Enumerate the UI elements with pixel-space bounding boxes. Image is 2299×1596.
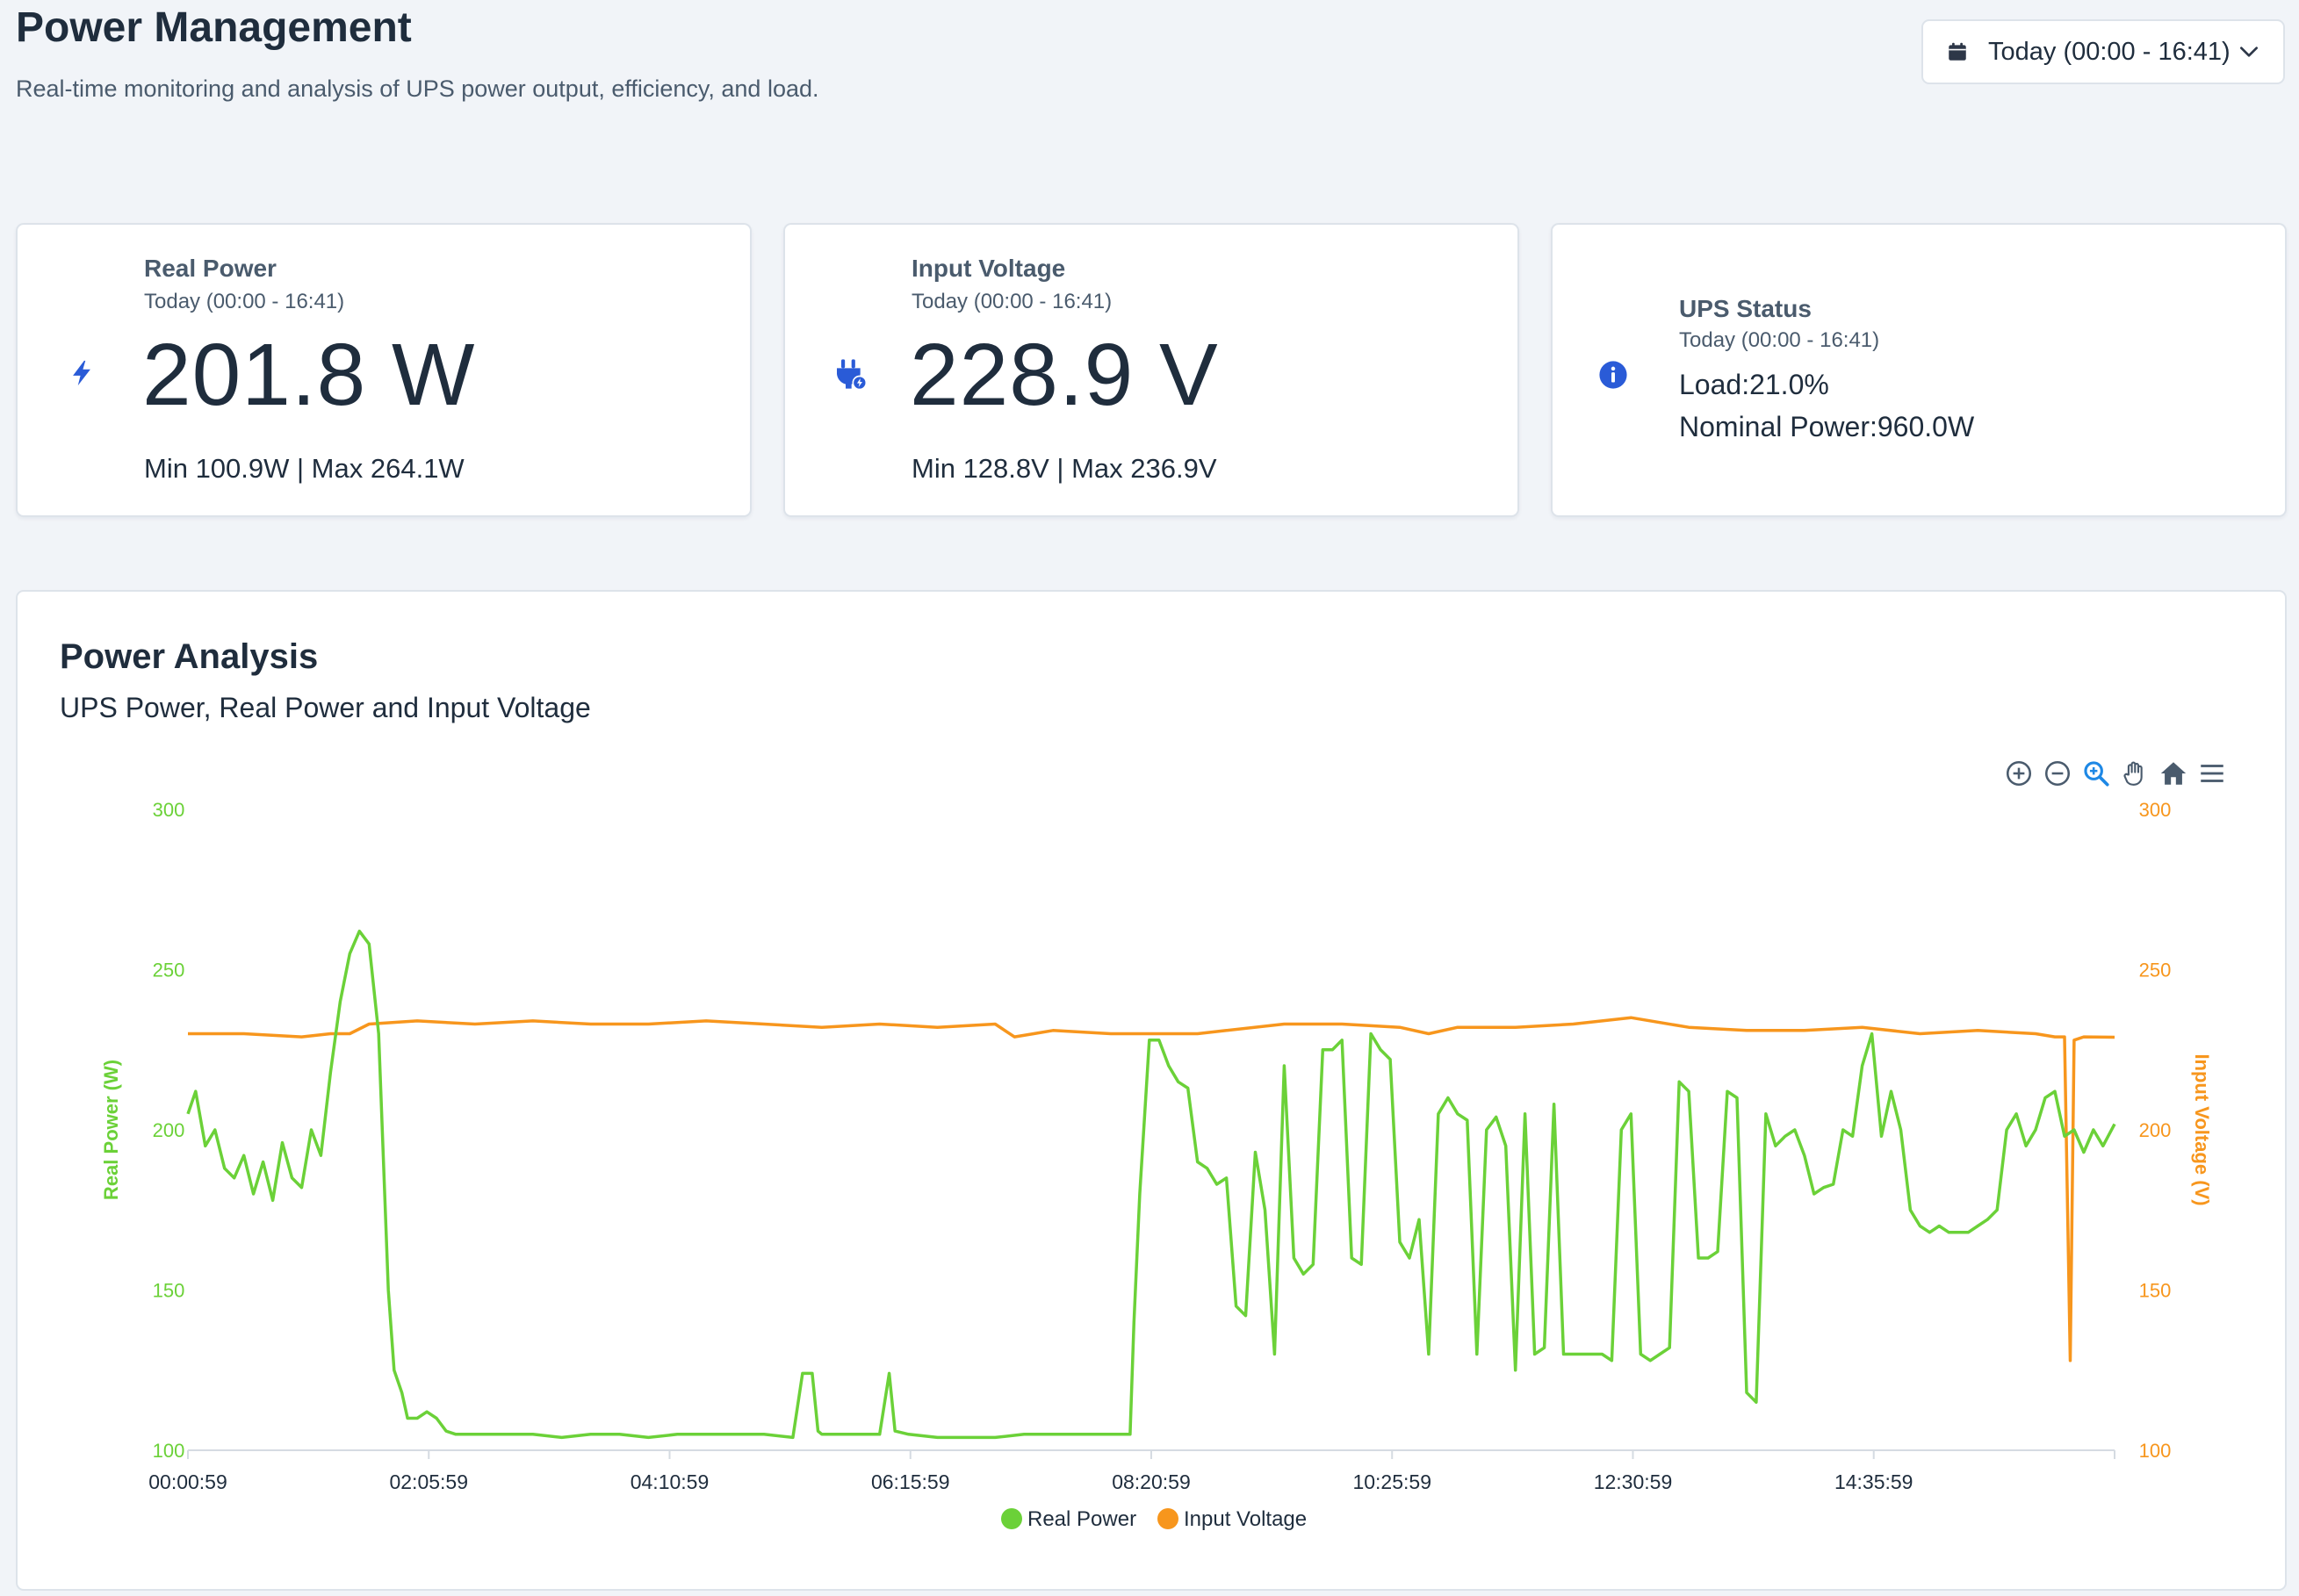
bolt-icon (73, 360, 90, 386)
page-title: Power Management (16, 4, 412, 51)
chart-title: Power Analysis (60, 637, 319, 676)
input-voltage-period: Today (00:00 - 16:41) (912, 290, 1113, 313)
zoom-out-icon[interactable] (2043, 758, 2072, 788)
y-right-tick-label: 250 (2139, 960, 2172, 981)
series-line-real-power[interactable] (186, 929, 2116, 1440)
y-left-tick-label: 300 (153, 799, 185, 821)
y-right-tick-label: 100 (2139, 1440, 2172, 1462)
y-right-tick-label: 300 (2139, 799, 2172, 821)
date-range-label: Today (00:00 - 16:41) (1988, 37, 2231, 66)
y-left-tick-label: 150 (153, 1280, 185, 1302)
menu-icon[interactable] (2197, 758, 2227, 788)
real-power-period: Today (00:00 - 16:41) (144, 290, 345, 313)
ups-nominal-power: Nominal Power:960.0W (1679, 411, 1975, 442)
y-left-tick-label: 200 (153, 1119, 185, 1141)
calendar-icon (1949, 42, 1966, 61)
chevron-down-icon (2239, 47, 2259, 57)
x-tick-label: 12:30:59 (1594, 1470, 1673, 1493)
zoom-select-icon[interactable] (2081, 758, 2111, 788)
power-analysis-panel: Power Analysis UPS Power, Real Power and… (16, 590, 2287, 1591)
chart-subtitle: UPS Power, Real Power and Input Voltage (60, 692, 591, 723)
x-tick-label: 04:10:59 (631, 1470, 710, 1493)
real-power-value: 201.8 W (142, 326, 476, 424)
y-left-tick-label: 100 (153, 1440, 185, 1462)
chart-legend: Real Power Input Voltage (1001, 1507, 1307, 1531)
x-tick-label: 10:25:59 (1352, 1470, 1431, 1493)
y-right-axis-label: Input Voltage (V) (2191, 1053, 2213, 1205)
y-left-axis-label: Real Power (W) (100, 1060, 122, 1200)
ups-status-card: UPS Status Today (00:00 - 16:41) Load:21… (1551, 223, 2287, 517)
legend-label[interactable]: Real Power (1027, 1507, 1136, 1531)
input-voltage-value: 228.9 V (910, 326, 1219, 424)
zoom-in-icon[interactable] (2004, 758, 2034, 788)
reset-home-icon[interactable] (2158, 758, 2188, 788)
x-tick-label: 08:20:59 (1112, 1470, 1191, 1493)
plug-icon (837, 359, 868, 391)
y-left-tick-label: 250 (153, 960, 185, 981)
real-power-minmax: Min 100.9W | Max 264.1W (144, 453, 465, 484)
x-tick-label: 02:05:59 (389, 1470, 468, 1493)
x-tick-label: 00:00:59 (148, 1470, 227, 1493)
real-power-card: Real Power Today (00:00 - 16:41) 201.8 W… (16, 223, 752, 517)
input-voltage-minmax: Min 128.8V | Max 236.9V (912, 453, 1217, 484)
page-subtitle: Real-time monitoring and analysis of UPS… (16, 75, 819, 102)
y-right-tick-label: 150 (2139, 1280, 2172, 1302)
ups-load: Load:21.0% (1679, 369, 1829, 400)
pan-icon[interactable] (2120, 758, 2150, 788)
legend-marker[interactable] (1001, 1508, 1022, 1529)
ups-status-title: UPS Status (1679, 295, 1812, 322)
power-analysis-chart[interactable]: 100 150 200 250 300 100 150 200 250 300 Real Power… (18, 592, 2285, 1589)
y-right-tick-label: 200 (2139, 1119, 2172, 1141)
ups-status-period: Today (00:00 - 16:41) (1679, 328, 1880, 352)
legend-label[interactable]: Input Voltage (1184, 1507, 1307, 1531)
info-icon (1599, 361, 1627, 389)
date-range-picker[interactable]: Today (00:00 - 16:41) (1921, 19, 2285, 84)
input-voltage-title: Input Voltage (912, 255, 1066, 282)
legend-marker[interactable] (1157, 1508, 1178, 1529)
input-voltage-card: Input Voltage Today (00:00 - 16:41) 228.… (783, 223, 1519, 517)
x-tick-label: 14:35:59 (1834, 1470, 1913, 1493)
x-tick-label: 06:15:59 (871, 1470, 950, 1493)
real-power-title: Real Power (144, 255, 277, 282)
chart-toolbar (2004, 758, 2227, 788)
series-line-input-voltage[interactable] (188, 1016, 2115, 1362)
